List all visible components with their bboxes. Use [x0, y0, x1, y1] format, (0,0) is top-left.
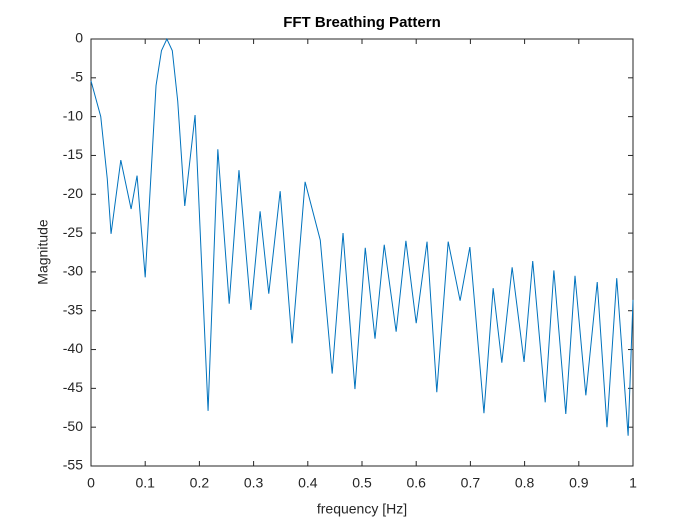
- x-tick-label: 0.2: [190, 475, 210, 491]
- y-tick-label: 0: [75, 30, 83, 46]
- x-tick-label: 0.5: [352, 475, 372, 491]
- y-axis-label: Magnitude: [35, 219, 51, 285]
- chart-title: FFT Breathing Pattern: [283, 14, 441, 31]
- y-tick-label: -55: [63, 457, 83, 473]
- y-tick-label: -50: [63, 418, 83, 434]
- y-tick-label: -5: [71, 69, 84, 85]
- y-tick-label: -10: [63, 107, 83, 123]
- y-tick-label: -25: [63, 224, 83, 240]
- y-tick-label: -40: [63, 340, 83, 356]
- x-tick-label: 1: [629, 475, 637, 491]
- y-tick-label: -35: [63, 301, 83, 317]
- y-tick-label: -30: [63, 263, 83, 279]
- x-tick-label: 0.9: [569, 475, 589, 491]
- data-line: [90, 37, 634, 436]
- x-tick-label: 0.7: [461, 475, 481, 491]
- x-tick-label: 0.6: [406, 475, 426, 491]
- y-tick-label: -45: [63, 379, 83, 395]
- plot-area: [90, 38, 634, 467]
- x-tick-label: 0.3: [244, 475, 264, 491]
- x-tick-label: 0: [87, 475, 95, 491]
- x-axis-label: frequency [Hz]: [317, 501, 407, 517]
- x-tick-label: 0.4: [298, 475, 318, 491]
- x-tick-label: 0.8: [515, 475, 535, 491]
- y-tick-label: -15: [63, 146, 83, 162]
- x-tick-label: 0.1: [135, 475, 155, 491]
- y-tick-label: -20: [63, 185, 83, 201]
